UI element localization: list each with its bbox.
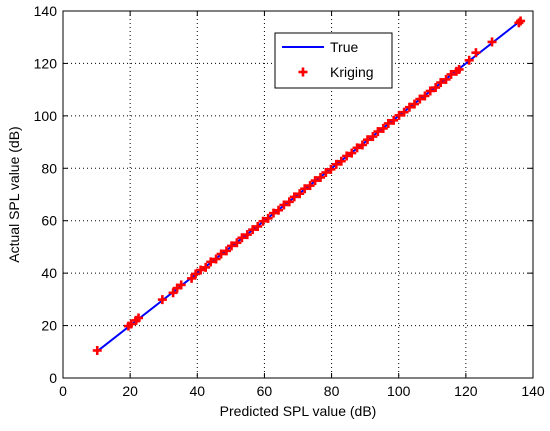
legend-label-true: True	[330, 39, 358, 55]
y-tick-label: 40	[41, 265, 57, 281]
kriging-point	[295, 189, 305, 199]
kriging-point	[248, 225, 258, 235]
plot-frame	[62, 10, 534, 379]
kriging-point	[157, 295, 167, 305]
kriging-point	[310, 176, 320, 186]
kriging-point	[279, 200, 289, 210]
x-tick-label: 80	[324, 383, 340, 399]
legend-kriging-swatch	[298, 67, 308, 77]
y-axis-label: Actual SPL value (dB)	[6, 126, 22, 262]
kriging-point	[206, 257, 216, 267]
kriging-point	[431, 83, 441, 93]
y-tick-label: 80	[41, 160, 57, 176]
kriging-point	[425, 86, 435, 96]
y-tick-label: 120	[34, 55, 58, 71]
kriging-point	[305, 181, 315, 191]
kriging-point	[362, 135, 372, 145]
x-tick-label: 20	[122, 383, 138, 399]
x-tick-label: 120	[454, 383, 478, 399]
kriging-point	[487, 37, 497, 47]
legend: True Kriging	[274, 32, 393, 89]
kriging-point	[232, 238, 242, 248]
kriging-point	[126, 319, 136, 329]
kriging-point	[242, 230, 252, 240]
kriging-point	[274, 205, 284, 215]
kriging-point	[216, 249, 226, 259]
kriging-point	[258, 216, 268, 226]
kriging-point	[191, 269, 201, 279]
kriging-point	[378, 123, 388, 133]
legend-kriging-marker	[298, 67, 308, 77]
kriging-point	[268, 208, 278, 218]
kriging-point	[404, 102, 414, 112]
kriging-point	[168, 288, 178, 298]
x-tick-label: 100	[387, 383, 411, 399]
series-layer	[92, 16, 526, 355]
kriging-point	[383, 118, 393, 128]
kriging-point	[368, 132, 378, 142]
kriging-point	[409, 99, 419, 109]
y-tick-label: 20	[41, 318, 57, 334]
legend-label-kriging: Kriging	[330, 64, 374, 80]
kriging-point	[347, 148, 357, 158]
x-tick-label: 0	[59, 383, 67, 399]
kriging-point	[201, 262, 211, 272]
x-tick-label: 60	[257, 383, 273, 399]
kriging-point	[253, 221, 263, 231]
kriging-point	[227, 241, 237, 251]
kriging-point	[399, 107, 409, 117]
y-tick-label: 60	[41, 213, 57, 229]
kriging-point	[331, 159, 341, 169]
kriging-point	[441, 74, 451, 84]
kriging-point	[420, 91, 430, 101]
kriging-point	[92, 345, 102, 355]
kriging-point	[289, 192, 299, 202]
x-tick-label: 40	[189, 383, 205, 399]
axis-ticks: 0 20 40 60 80 100 120 140 0 20 40 60 80 100 120 140	[34, 3, 545, 399]
kriging-point	[394, 110, 404, 120]
kriging-point	[464, 55, 474, 65]
kriging-point	[211, 254, 221, 264]
kriging-point	[237, 233, 247, 243]
x-axis-label: Predicted SPL value (dB)	[220, 403, 377, 419]
kriging-point	[436, 78, 446, 88]
kriging-point	[342, 151, 352, 161]
kriging-point	[446, 69, 456, 79]
y-tick-label: 0	[49, 370, 57, 386]
kriging-point	[454, 64, 464, 74]
kriging-point	[352, 143, 362, 153]
kriging-point	[196, 265, 206, 275]
legend-box	[274, 32, 393, 89]
kriging-point	[134, 313, 144, 323]
kriging-point	[221, 246, 231, 256]
kriging-point	[315, 172, 325, 182]
y-tick-label: 140	[34, 3, 58, 19]
kriging-point	[263, 213, 273, 223]
kriging-point	[321, 167, 331, 177]
x-tick-label: 140	[521, 383, 545, 399]
kriging-point	[326, 164, 336, 174]
kriging-point	[373, 127, 383, 137]
kriging-point	[471, 48, 481, 58]
kriging-point	[300, 184, 310, 194]
kriging-point	[176, 280, 186, 290]
kriging-point	[336, 156, 346, 166]
kriging-point	[389, 115, 399, 125]
kriging-point	[357, 140, 367, 150]
kriging-point	[284, 197, 294, 207]
y-tick-label: 100	[34, 108, 58, 124]
kriging-point	[516, 16, 526, 26]
kriging-point	[415, 94, 425, 104]
